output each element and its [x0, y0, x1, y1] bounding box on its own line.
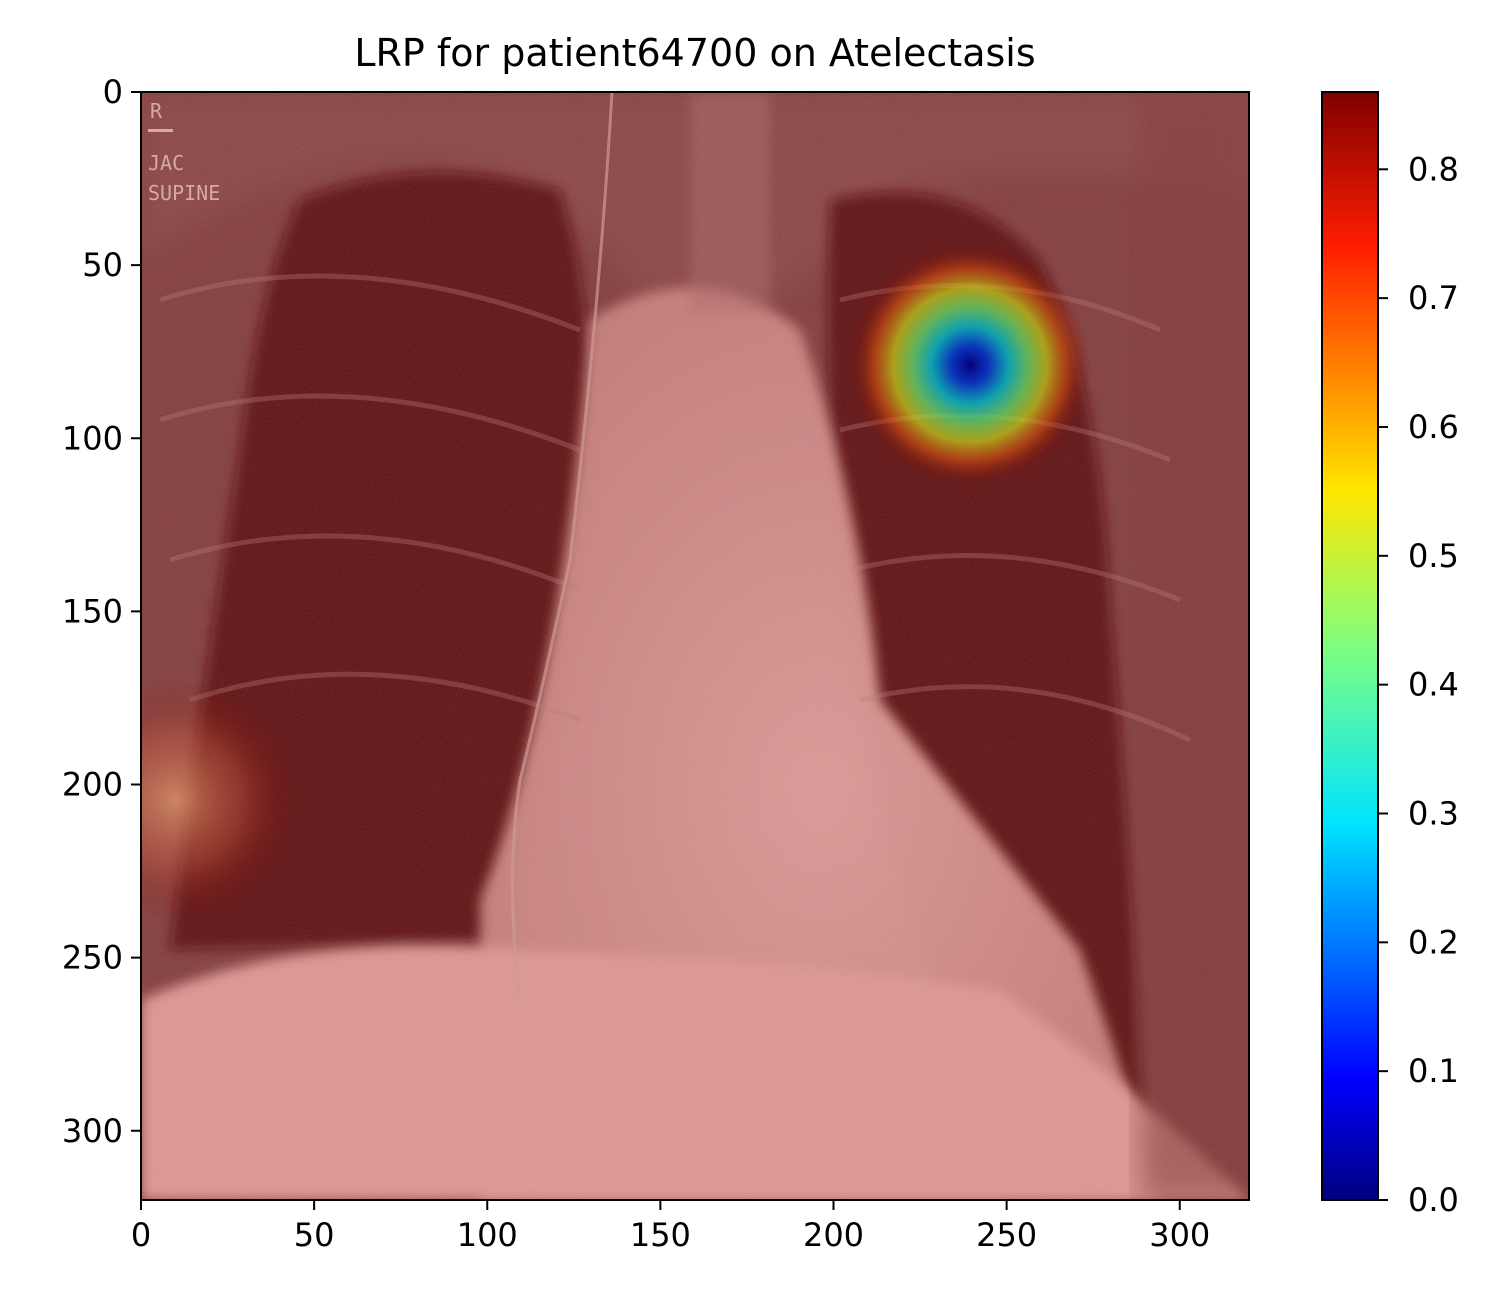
- y-tick-label: 100: [62, 419, 123, 457]
- x-tick-label: 50: [294, 1216, 335, 1254]
- x-tick-label: 250: [976, 1216, 1037, 1254]
- colorbar-frame: [1321, 91, 1379, 1201]
- heatmap-hotspot-lower-left: [141, 680, 296, 920]
- colorbar-tick-label: 0.7: [1408, 279, 1459, 317]
- y-axis: 0 50 100 150 200 250 300: [62, 73, 141, 1150]
- colorbar-tick-label: 0.5: [1408, 537, 1459, 575]
- colorbar-tick-label: 0.1: [1408, 1052, 1459, 1090]
- y-tick-label: 150: [62, 592, 123, 630]
- y-tick-label: 50: [82, 246, 123, 284]
- y-tick-label: 250: [62, 939, 123, 977]
- colorbar-tick-label: 0.8: [1408, 150, 1459, 188]
- colorbar-tick-label: 0.6: [1408, 408, 1459, 446]
- x-tick-label: 0: [131, 1216, 151, 1254]
- x-axis: 0 50 100 150 200 250 300: [131, 1200, 1210, 1254]
- colorbar-tick-label: 0.4: [1408, 666, 1459, 704]
- colorbar-tick-label: 0.0: [1408, 1181, 1459, 1219]
- chart-title: LRP for patient64700 on Atelectasis: [354, 31, 1035, 75]
- heatmap-hotspot-upper: [850, 245, 1090, 485]
- x-tick-label: 300: [1149, 1216, 1210, 1254]
- film-annotation-supine: SUPINE: [148, 181, 220, 205]
- film-annotation-jac: JAC: [148, 151, 184, 175]
- x-tick-label: 150: [630, 1216, 691, 1254]
- image-axes-frame: [140, 91, 1250, 1201]
- colorbar-axis: 0.0 0.1 0.2 0.3 0.4 0.5 0.6 0.7 0.8: [1378, 150, 1459, 1219]
- y-tick-label: 300: [62, 1112, 123, 1150]
- colorbar: [1322, 92, 1378, 1200]
- colorbar-tick-label: 0.3: [1408, 794, 1459, 832]
- y-tick-label: 200: [62, 766, 123, 804]
- x-tick-label: 100: [457, 1216, 518, 1254]
- film-annotation-r: R: [150, 99, 163, 123]
- colorbar-tick-label: 0.2: [1408, 923, 1459, 961]
- y-tick-label: 0: [103, 73, 123, 111]
- x-tick-label: 200: [803, 1216, 864, 1254]
- xray-heatmap-image: R JAC SUPINE: [141, 92, 1249, 1200]
